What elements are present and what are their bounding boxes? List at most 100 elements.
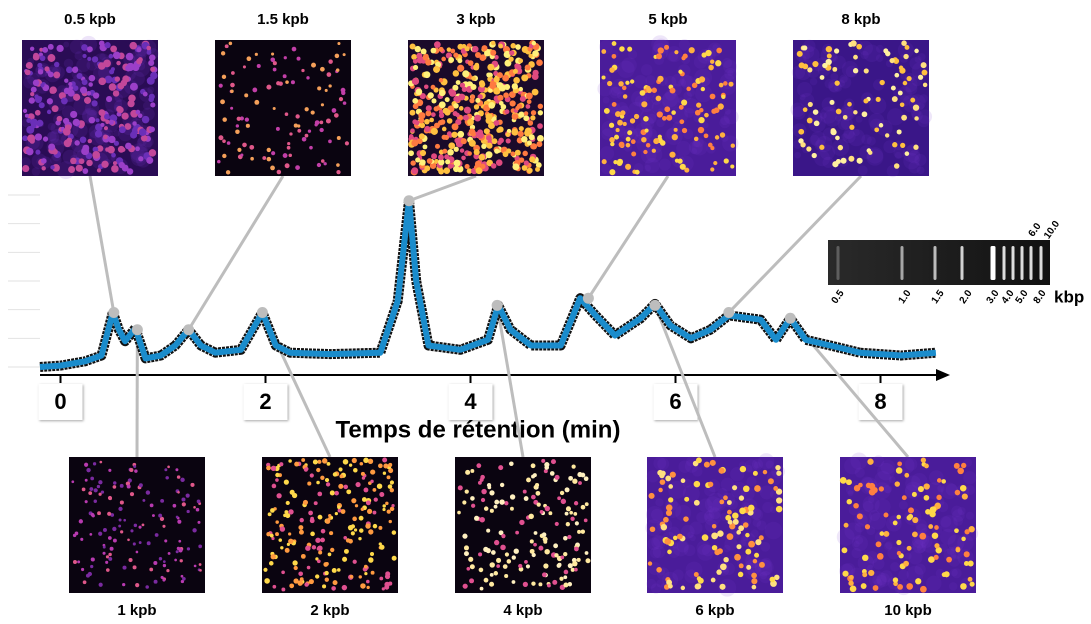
haze	[869, 509, 881, 522]
x-tick-box	[38, 384, 83, 420]
spot	[489, 572, 494, 577]
marker	[649, 299, 661, 311]
spot	[72, 533, 77, 538]
spot	[437, 120, 444, 126]
haze	[721, 57, 733, 69]
spot	[135, 109, 141, 115]
spot	[533, 542, 537, 547]
spot	[713, 161, 718, 166]
spot	[430, 84, 436, 90]
spot	[378, 463, 383, 469]
spot	[308, 578, 314, 585]
spot	[476, 463, 482, 469]
micrograph-label: 0.5 kpb	[64, 11, 116, 28]
spot	[38, 102, 45, 109]
haze	[704, 496, 722, 513]
spot	[477, 131, 484, 139]
spot	[386, 509, 391, 514]
haze	[691, 139, 708, 156]
spot	[716, 47, 722, 54]
spot	[503, 92, 509, 99]
spot	[923, 483, 930, 490]
spot	[352, 559, 357, 564]
spot	[910, 97, 916, 103]
spot	[554, 553, 559, 558]
spot	[660, 470, 666, 477]
spot	[301, 458, 306, 462]
haze	[613, 124, 626, 138]
spot	[531, 552, 536, 558]
haze	[914, 563, 926, 575]
spot	[136, 58, 143, 65]
haze	[142, 101, 152, 110]
spot	[37, 69, 44, 75]
spot	[416, 138, 423, 145]
spot	[92, 92, 100, 99]
spot	[88, 491, 93, 496]
spot	[122, 565, 127, 570]
spot	[671, 110, 676, 115]
spot	[165, 476, 169, 480]
spot	[319, 120, 324, 125]
haze	[689, 534, 696, 542]
spot	[81, 147, 90, 156]
spot	[379, 544, 385, 550]
spot	[295, 114, 300, 119]
spot	[477, 480, 482, 485]
spot	[266, 156, 272, 162]
spot	[710, 146, 715, 151]
spot	[431, 112, 436, 117]
x-tick-label: 4	[464, 389, 477, 414]
spot	[270, 465, 277, 472]
spot	[284, 547, 290, 553]
spot	[465, 469, 471, 475]
spot	[98, 40, 105, 47]
haze	[746, 476, 757, 487]
spot	[116, 60, 121, 66]
spot	[222, 139, 226, 143]
spot	[166, 569, 170, 573]
spot	[468, 556, 474, 562]
spot	[567, 563, 573, 569]
spot	[129, 492, 135, 497]
spot	[391, 503, 395, 508]
marker	[403, 195, 415, 207]
spot	[420, 48, 427, 55]
spot	[621, 85, 627, 91]
spot	[154, 533, 159, 537]
spot	[289, 583, 295, 589]
spot	[76, 72, 83, 79]
spot	[196, 499, 201, 504]
spot	[577, 472, 583, 478]
spot	[72, 559, 77, 564]
spot	[329, 490, 335, 496]
spot	[894, 72, 900, 78]
spot	[242, 65, 246, 69]
haze	[858, 40, 874, 56]
spot	[943, 571, 950, 578]
spot	[538, 545, 544, 551]
spot	[473, 104, 480, 110]
spot	[861, 111, 868, 118]
spot	[333, 113, 339, 118]
spot	[70, 157, 77, 165]
spot	[510, 43, 516, 49]
spot	[271, 483, 277, 489]
spot	[283, 479, 289, 485]
haze	[951, 568, 962, 579]
spot	[135, 583, 140, 588]
haze	[857, 554, 875, 572]
spot	[42, 136, 49, 142]
haze	[950, 568, 958, 577]
spot	[138, 483, 143, 488]
spot	[893, 581, 898, 587]
spot	[164, 468, 168, 472]
haze	[819, 106, 837, 124]
spot	[896, 539, 902, 546]
spot	[710, 167, 715, 172]
spot	[963, 551, 970, 558]
spot	[442, 107, 449, 114]
haze	[836, 527, 855, 546]
spot	[668, 484, 674, 489]
haze	[841, 133, 849, 141]
